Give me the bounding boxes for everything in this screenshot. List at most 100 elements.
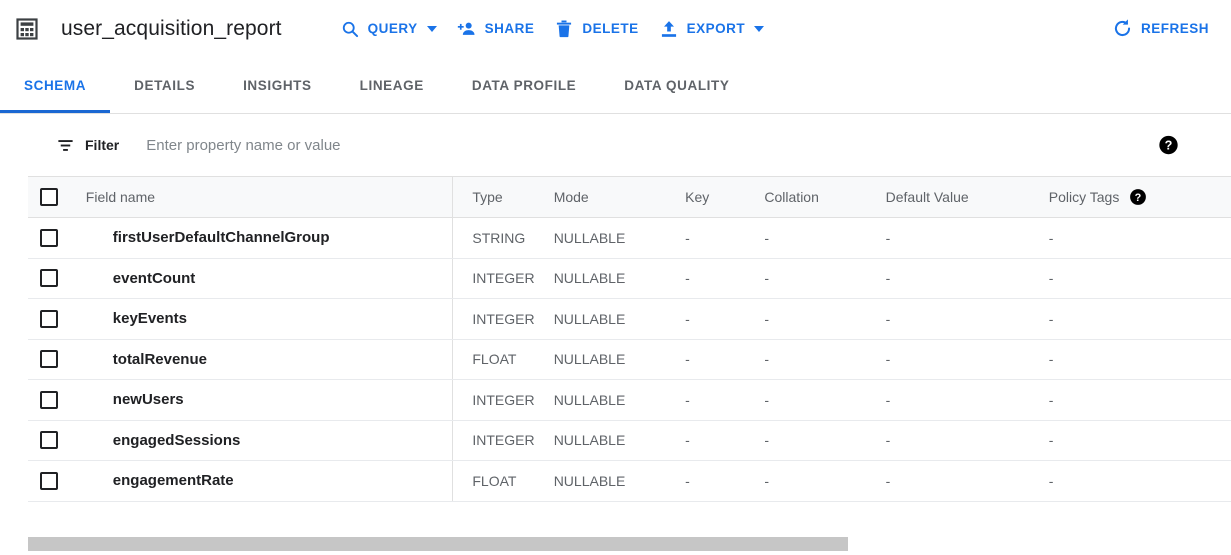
col-header-policy-tags[interactable]: Policy Tags ? xyxy=(1048,176,1231,218)
col-header-collation[interactable]: Collation xyxy=(764,176,886,218)
chevron-down-icon xyxy=(754,25,765,32)
table-row[interactable]: engagedSessions INTEGER NULLABLE - - - -… xyxy=(28,420,1231,461)
table-row[interactable]: firstUserDefaultChannelGroup STRING NULL… xyxy=(28,217,1231,259)
type-text: INTEGER xyxy=(472,391,535,408)
col-header-key-label: Key xyxy=(685,189,710,205)
col-header-field-name[interactable]: Field name xyxy=(85,176,453,218)
row-checkbox[interactable] xyxy=(40,309,58,328)
cell-field-name: totalRevenue xyxy=(85,339,453,380)
default-value-text: - xyxy=(885,270,891,287)
cell-default-value: - xyxy=(885,420,1049,461)
svg-text:?: ? xyxy=(1165,138,1173,152)
table-row[interactable]: totalRevenue FLOAT NULLABLE - - - - - xyxy=(28,339,1231,380)
field-name-text: firstUserDefaultChannelGroup xyxy=(112,229,330,247)
select-all-header xyxy=(28,176,86,218)
policy-tags-help-icon[interactable]: ? xyxy=(1129,188,1147,206)
collation-text: - xyxy=(764,229,770,246)
row-checkbox[interactable] xyxy=(40,431,58,450)
export-button[interactable]: EXPORT xyxy=(649,11,775,47)
table-row[interactable]: keyEvents INTEGER NULLABLE - - - - - xyxy=(28,298,1231,340)
filter-help-icon[interactable]: ? xyxy=(1158,135,1179,156)
row-checkbox[interactable] xyxy=(40,471,58,490)
refresh-button[interactable]: REFRESH xyxy=(1102,11,1219,47)
tab-data-profile[interactable]: DATA PROFILE xyxy=(448,57,600,113)
tab-schema[interactable]: SCHEMA xyxy=(0,57,111,113)
col-header-default-value-label: Default Value xyxy=(885,189,969,205)
tab-lineage-label: LINEAGE xyxy=(359,77,424,93)
cell-collation: - xyxy=(764,258,886,299)
col-header-default-value[interactable]: Default Value xyxy=(885,176,1049,218)
mode-text: NULLABLE xyxy=(553,391,626,408)
cell-field-name: firstUserDefaultChannelGroup xyxy=(85,217,453,259)
filter-button[interactable]: Filter xyxy=(56,136,119,155)
cell-field-name: eventCount xyxy=(85,258,453,299)
cell-policy-tags: - xyxy=(1048,339,1231,380)
person-add-icon xyxy=(457,19,477,39)
horizontal-scrollbar-thumb[interactable] xyxy=(28,537,848,551)
refresh-icon xyxy=(1112,18,1133,39)
collation-text: - xyxy=(764,472,770,489)
collation-text: - xyxy=(764,270,770,287)
upload-icon xyxy=(659,19,679,39)
page-title: user_acquisition_report xyxy=(61,16,282,40)
field-name-text: engagementRate xyxy=(112,472,234,490)
cell-collation: - xyxy=(764,379,886,421)
type-text: INTEGER xyxy=(472,310,535,327)
row-select-cell xyxy=(28,258,86,299)
tab-insights[interactable]: INSIGHTS xyxy=(219,57,336,113)
cell-collation: - xyxy=(764,420,886,461)
tab-data-quality[interactable]: DATA QUALITY xyxy=(600,57,753,113)
collation-text: - xyxy=(764,351,770,368)
row-checkbox[interactable] xyxy=(40,350,58,369)
field-name-text: eventCount xyxy=(112,269,196,287)
row-select-cell xyxy=(28,298,86,340)
cell-key: - xyxy=(685,379,765,421)
mode-text: NULLABLE xyxy=(553,229,626,246)
filter-label: Filter xyxy=(85,137,120,153)
cell-type: INTEGER xyxy=(452,298,554,340)
policy-tags-text: - xyxy=(1048,351,1054,368)
tab-details[interactable]: DETAILS xyxy=(110,57,219,113)
chevron-down-icon xyxy=(426,25,437,32)
filter-input[interactable] xyxy=(144,135,1203,155)
cell-default-value: - xyxy=(885,379,1049,421)
tab-lineage[interactable]: LINEAGE xyxy=(336,57,448,113)
policy-tags-text: - xyxy=(1048,310,1054,327)
row-checkbox[interactable] xyxy=(40,390,58,409)
cell-type: INTEGER xyxy=(452,379,554,421)
cell-policy-tags: - xyxy=(1048,217,1231,259)
select-all-checkbox[interactable] xyxy=(40,188,58,206)
share-button[interactable]: SHARE xyxy=(447,11,545,47)
row-checkbox[interactable] xyxy=(40,269,58,288)
col-header-type[interactable]: Type xyxy=(452,176,554,218)
row-checkbox[interactable] xyxy=(40,228,58,247)
type-text: FLOAT xyxy=(472,472,517,489)
col-header-collation-label: Collation xyxy=(764,189,819,205)
field-name-text: newUsers xyxy=(112,391,184,409)
row-select-cell xyxy=(28,217,86,259)
query-button[interactable]: QUERY xyxy=(330,11,447,47)
cell-type: FLOAT xyxy=(452,339,554,380)
trash-icon xyxy=(554,19,574,39)
horizontal-scrollbar-track[interactable] xyxy=(28,537,1231,551)
mode-text: NULLABLE xyxy=(553,432,626,449)
key-text: - xyxy=(685,270,690,287)
row-select-cell xyxy=(28,339,86,380)
default-value-text: - xyxy=(885,351,891,368)
cell-mode: NULLABLE xyxy=(553,339,686,380)
field-name-text: engagedSessions xyxy=(112,431,241,449)
delete-button[interactable]: DELETE xyxy=(544,11,648,47)
policy-tags-text: - xyxy=(1048,391,1054,408)
default-value-text: - xyxy=(885,391,891,408)
key-text: - xyxy=(685,472,690,489)
row-select-cell xyxy=(28,420,86,461)
table-row[interactable]: engagementRate FLOAT NULLABLE - - - - - xyxy=(28,460,1231,502)
col-header-key[interactable]: Key xyxy=(685,176,765,218)
table-row[interactable]: newUsers INTEGER NULLABLE - - - - - xyxy=(28,379,1231,421)
policy-tags-text: - xyxy=(1048,229,1054,246)
col-header-mode[interactable]: Mode xyxy=(553,176,686,218)
col-header-policy-tags-label: Policy Tags xyxy=(1048,189,1120,205)
cell-default-value: - xyxy=(885,258,1049,299)
search-icon xyxy=(340,19,360,39)
table-row[interactable]: eventCount INTEGER NULLABLE - - - - - xyxy=(28,258,1231,299)
